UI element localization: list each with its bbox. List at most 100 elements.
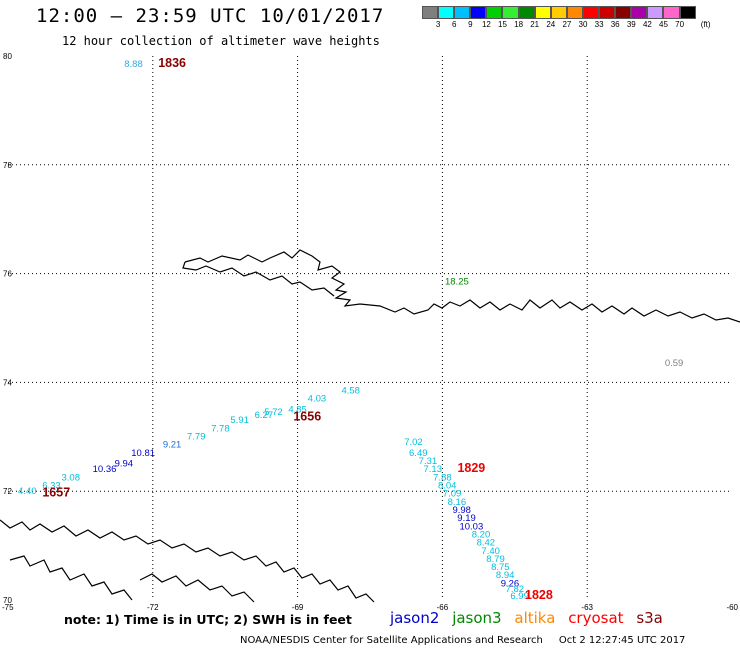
longitude-tick-label: -75 (2, 603, 14, 612)
legend-label: 24 (546, 20, 556, 29)
legend-swatch (599, 6, 616, 19)
legend-label: 39 (626, 20, 636, 29)
wave-height-value: 8.20 (472, 529, 491, 540)
wave-height-value: 9.98 (452, 505, 471, 516)
legend-label: 15 (498, 20, 507, 29)
wave-height-value: 9.19 (457, 513, 476, 524)
latitude-tick-label: 70 (3, 596, 12, 605)
coastline (0, 249, 740, 603)
satellite-s3a: s3a (636, 609, 663, 627)
legend-label: 45 (659, 20, 668, 29)
wave-height-value: 9.21 (163, 440, 182, 451)
wave-height-value: 4.40 (18, 486, 37, 497)
wave-height-value: 7.31 (419, 456, 438, 467)
legend-label: 3 (435, 20, 441, 29)
legend-swatch (518, 6, 535, 19)
longitude-tick-label: -63 (581, 603, 593, 612)
graticule (8, 56, 732, 600)
wave-height-value: 10.36 (93, 464, 117, 475)
legend-swatch (454, 6, 471, 19)
legend-swatch (470, 6, 487, 19)
wave-height-value: 4.03 (308, 393, 327, 404)
pass-time-label: 1656 (293, 409, 321, 423)
legend-label: 27 (562, 20, 572, 29)
legend-swatch (422, 6, 439, 19)
wave-height-value: 10.03 (459, 521, 483, 532)
footer: NOAA/NESDIS Center for Satellite Applica… (240, 635, 685, 646)
wave-height-value: 7.13 (423, 464, 442, 475)
legend-swatch (663, 6, 680, 19)
baffin-coastline (0, 519, 375, 603)
wave-height-value: 5.72 (264, 407, 283, 418)
wave-height-value: 6.27 (255, 410, 274, 421)
legend-label: 9 (468, 20, 473, 29)
legend-swatch (615, 6, 632, 19)
pass-time-label: 1829 (457, 461, 485, 475)
satellite-altika: altika (514, 609, 556, 627)
wave-height-value: 7.09 (443, 489, 462, 500)
legend-label: 30 (578, 20, 588, 29)
wave-height-observations: 8.8818.250.594.584.034.855.726.275.917.7… (18, 59, 683, 602)
legend-label: 70 (675, 20, 685, 29)
wave-height-value: 7.40 (481, 546, 500, 557)
legend-swatch (486, 6, 503, 19)
wave-height-value: 0.59 (665, 358, 684, 369)
legend-unit: (ft) (700, 20, 711, 29)
legend-swatch (534, 6, 551, 19)
legend-swatch (502, 6, 519, 19)
wave-height-value: 5.91 (230, 415, 249, 426)
wave-height-value: 18.25 (445, 276, 469, 287)
legend-label: 12 (481, 20, 491, 29)
latitude-tick-label: 76 (3, 270, 12, 279)
longitude-tick-label: -60 (726, 603, 738, 612)
greenland-coastline (182, 261, 335, 297)
page-subtitle: 12 hour collection of altimeter wave hei… (62, 34, 380, 48)
axis-ticks: 70 72 74 76 78 80 -75 -72 -69 -66 -63 -60 (2, 52, 739, 612)
legend-label: 42 (642, 20, 652, 29)
wave-height-value: 7.78 (211, 423, 230, 434)
wave-height-value: 8.16 (448, 497, 467, 508)
legend-label: 21 (530, 20, 540, 29)
footer-credit: NOAA/NESDIS Center for Satellite Applica… (240, 635, 543, 646)
wave-height-value: 6.99 (510, 591, 529, 602)
pass-times: 1836 1656 1657 1829 1828 (42, 56, 553, 602)
units-note: note: 1) Time is in UTC; 2) SWH is in fe… (64, 612, 352, 627)
wave-height-value: 7.02 (404, 437, 423, 448)
longitude-tick-label: -66 (437, 603, 449, 612)
wave-height-value: 8.75 (491, 562, 510, 573)
wave-height-value: 8.88 (124, 59, 143, 70)
wave-height-value: 7.79 (187, 432, 206, 443)
wave-height-value: 3.08 (61, 472, 80, 483)
pass-time-label: 1836 (158, 56, 186, 70)
longitude-tick-label: -69 (292, 603, 304, 612)
latitude-tick-label: 78 (3, 161, 12, 170)
legend-swatch (582, 6, 600, 19)
pass-time-label: 1828 (525, 588, 553, 602)
legend-swatch (631, 6, 648, 19)
satellite-jason3: jason3 (452, 609, 502, 627)
legend-label: 6 (451, 20, 457, 29)
legend-label: 33 (594, 20, 604, 29)
wave-height-value: 8.04 (438, 480, 457, 491)
baffin-coastline (139, 573, 255, 603)
wave-height-value: 9.94 (115, 459, 134, 470)
legend-swatches (422, 6, 740, 19)
latitude-tick-label: 80 (3, 52, 12, 61)
satellite-cryosat: cryosat (568, 609, 624, 627)
wave-height-value: 8.42 (477, 538, 496, 549)
latitude-tick-label: 72 (3, 487, 12, 496)
legend-swatch (438, 6, 455, 19)
wave-height-value: 8.79 (486, 554, 505, 565)
satellite-legend: jason2 jason3 altika cryosat s3a (390, 609, 671, 627)
legend-swatch (550, 6, 567, 19)
wave-height-value: 6.33 (42, 480, 61, 491)
baffin-coastline (9, 555, 133, 601)
wave-height-value: 4.58 (341, 385, 360, 396)
legend-swatch (566, 6, 583, 19)
wave-height-value: 9.26 (501, 578, 520, 589)
legend-swatch (647, 6, 664, 19)
legend-label: 18 (514, 20, 524, 29)
page-title: 12:00 – 23:59 UTC 10/01/2017 (36, 5, 385, 27)
longitude-tick-label: -72 (147, 603, 159, 612)
